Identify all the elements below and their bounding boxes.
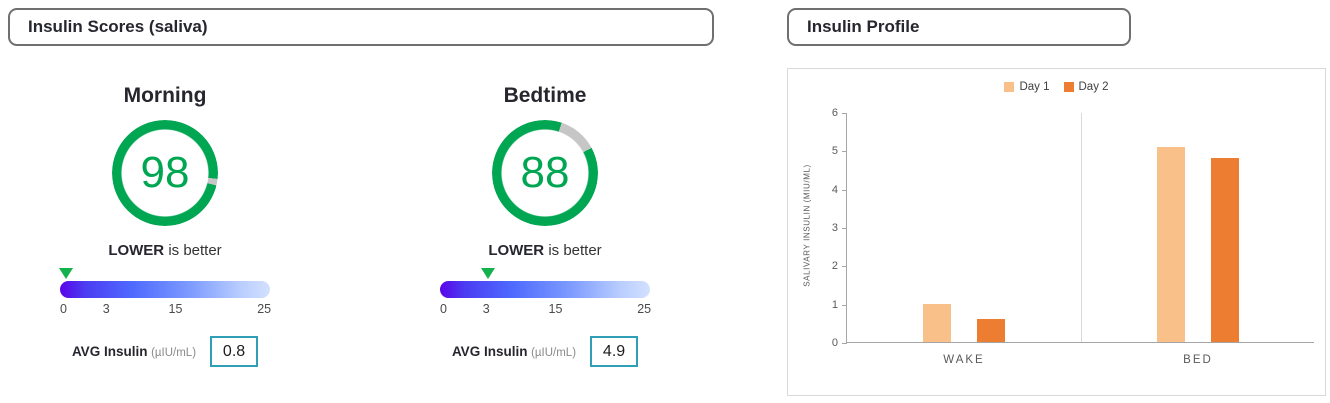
bar-day-2-wake — [977, 319, 1005, 342]
slider-marker-icon — [481, 268, 496, 279]
scale-tick: 15 — [548, 302, 563, 316]
score-ring-arc — [112, 120, 218, 226]
legend-swatch-icon — [1063, 82, 1074, 92]
y-tick-label: 5 — [831, 145, 838, 158]
legend-swatch-icon — [1004, 82, 1015, 92]
score-value: 88 — [520, 148, 570, 197]
y-tick-mark — [842, 228, 847, 229]
avg-insulin-label: AVG Insulin (µIU/mL) — [71, 344, 197, 359]
bar-day-1-wake — [923, 303, 951, 342]
y-axis-label: SALIVARY INSULIN (MIU/ML) — [802, 164, 812, 287]
gauge-morning: Morning 98 LOWER is better 0 3 15 25 AVG… — [40, 84, 290, 367]
y-tick-label: 4 — [831, 183, 838, 196]
insulin-range-slider — [59, 268, 270, 298]
score-ring-arc — [492, 120, 598, 226]
legend-label: Day 1 — [1019, 81, 1050, 93]
insulin-profile-chart: Day 1 Day 2 SALIVARY INSULIN (MIU/ML) 0 1 2… — [787, 68, 1326, 396]
gauge-title: Bedtime — [503, 84, 587, 107]
y-tick-mark — [842, 343, 847, 344]
lower-is-better-text: LOWER is better — [488, 242, 602, 259]
score-ring: 98 — [112, 120, 218, 226]
x-category-label: BED — [1183, 354, 1213, 366]
score-ring: 88 — [492, 120, 598, 226]
y-tick-label: 0 — [831, 337, 838, 349]
y-tick-mark — [842, 266, 847, 268]
scale-tick: 0 — [60, 302, 67, 316]
scale-tick: 15 — [168, 302, 183, 316]
slider-gradient-bar — [440, 281, 650, 298]
plot-area: 0 1 2 3 4 5 6 WAKE BED — [832, 107, 1314, 366]
avg-insulin-row: AVG Insulin (µIU/mL) 4.9 — [420, 336, 670, 367]
y-tick-mark — [842, 189, 847, 191]
insulin-scores-title-box: Insulin Scores (saliva) — [8, 8, 714, 46]
slider-scale: 0 3 15 25 — [60, 302, 272, 320]
bar-day-2-bed — [1211, 158, 1239, 342]
avg-insulin-label: AVG Insulin (µIU/mL) — [451, 344, 577, 359]
legend-label: Day 2 — [1078, 81, 1109, 93]
slider-marker-icon — [59, 268, 74, 279]
avg-insulin-value: 0.8 — [210, 336, 259, 367]
score-value: 98 — [140, 148, 190, 197]
insulin-profile-title: Insulin Profile — [807, 17, 920, 36]
y-tick-label: 6 — [831, 107, 838, 119]
gauge-title: Morning — [123, 84, 207, 107]
scale-tick: 3 — [102, 302, 110, 316]
x-category-label: WAKE — [943, 354, 985, 366]
scale-tick: 0 — [440, 302, 447, 316]
gauge-bedtime: Bedtime 88 LOWER is better 0 3 15 25 AVG… — [420, 84, 670, 367]
insulin-range-slider — [440, 268, 650, 298]
avg-insulin-row: AVG Insulin (µIU/mL) 0.8 — [40, 336, 290, 367]
y-tick-label: 3 — [831, 222, 838, 234]
scale-tick: 3 — [482, 302, 490, 316]
slider-gradient-bar — [60, 281, 270, 298]
y-tick-mark — [842, 151, 847, 153]
y-tick-mark — [842, 113, 847, 114]
scale-tick: 25 — [637, 302, 652, 316]
insulin-scores-title: Insulin Scores (saliva) — [28, 17, 208, 36]
legend-item-day-1: Day 1 — [1004, 81, 1050, 93]
chart-legend: Day 1 Day 2 — [788, 81, 1325, 93]
insulin-profile-title-box: Insulin Profile — [787, 8, 1131, 46]
slider-scale: 0 3 15 25 — [440, 302, 652, 320]
legend-item-day-2: Day 2 — [1063, 81, 1109, 93]
category-separator-line — [1081, 113, 1082, 342]
y-tick-label: 2 — [831, 260, 838, 273]
y-tick-mark — [842, 304, 847, 306]
bar-day-1-bed — [1157, 146, 1185, 342]
avg-insulin-value: 4.9 — [590, 336, 639, 367]
y-tick-label: 1 — [831, 298, 838, 311]
lower-is-better-text: LOWER is better — [108, 242, 222, 259]
scale-tick: 25 — [257, 302, 272, 316]
